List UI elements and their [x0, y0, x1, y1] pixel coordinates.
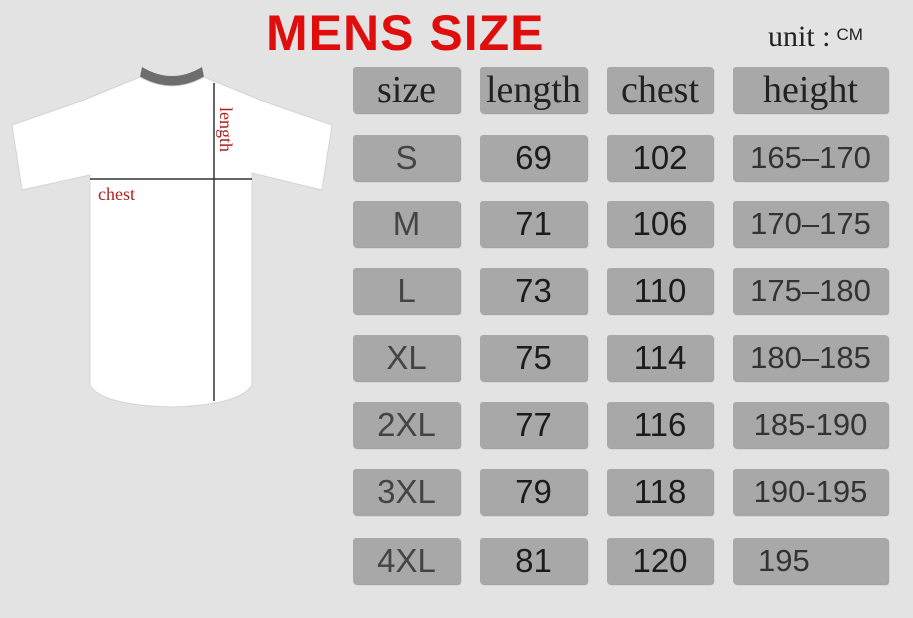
shirt-collar — [140, 67, 204, 86]
cell-size: L — [353, 268, 460, 314]
cell-chest: 116 — [607, 402, 713, 448]
cell-height: 175–180 — [733, 268, 888, 314]
header-size: size — [353, 67, 460, 113]
cell-height: 170–175 — [733, 201, 888, 247]
cell-height: 165–170 — [733, 135, 888, 181]
cell-size: 3XL — [353, 469, 460, 515]
tshirt-diagram: length chest — [11, 67, 333, 408]
cell-size: M — [353, 201, 460, 247]
cell-length: 73 — [480, 268, 587, 314]
cell-length: 75 — [480, 335, 587, 381]
cell-chest: 106 — [607, 201, 713, 247]
cell-size: 4XL — [353, 538, 460, 584]
page-title: MENS SIZE — [266, 5, 545, 61]
cell-height: 180–185 — [733, 335, 888, 381]
chest-label: chest — [98, 184, 135, 204]
cell-chest: 102 — [607, 135, 713, 181]
cell-length: 81 — [480, 538, 587, 584]
cell-height: 195 — [733, 538, 888, 584]
cell-size: XL — [353, 335, 460, 381]
header-height: height — [733, 67, 888, 113]
cell-length: 79 — [480, 469, 587, 515]
cell-chest: 110 — [607, 268, 713, 314]
shirt-body — [11, 76, 333, 408]
unit-label: unit : CM — [768, 20, 863, 53]
cell-height: 185-190 — [733, 402, 888, 448]
cell-height: 190-195 — [733, 469, 888, 515]
cell-length: 77 — [480, 402, 587, 448]
cell-size: 2XL — [353, 402, 460, 448]
cell-length: 71 — [480, 201, 587, 247]
unit-value: CM — [836, 25, 863, 44]
cell-chest: 118 — [607, 469, 713, 515]
cell-size: S — [353, 135, 460, 181]
cell-length: 69 — [480, 135, 587, 181]
header-chest: chest — [607, 67, 713, 113]
header-length: length — [480, 67, 587, 113]
unit-text: unit — [768, 20, 815, 53]
cell-chest: 120 — [607, 538, 713, 584]
length-label: length — [216, 107, 236, 152]
cell-chest: 114 — [607, 335, 713, 381]
